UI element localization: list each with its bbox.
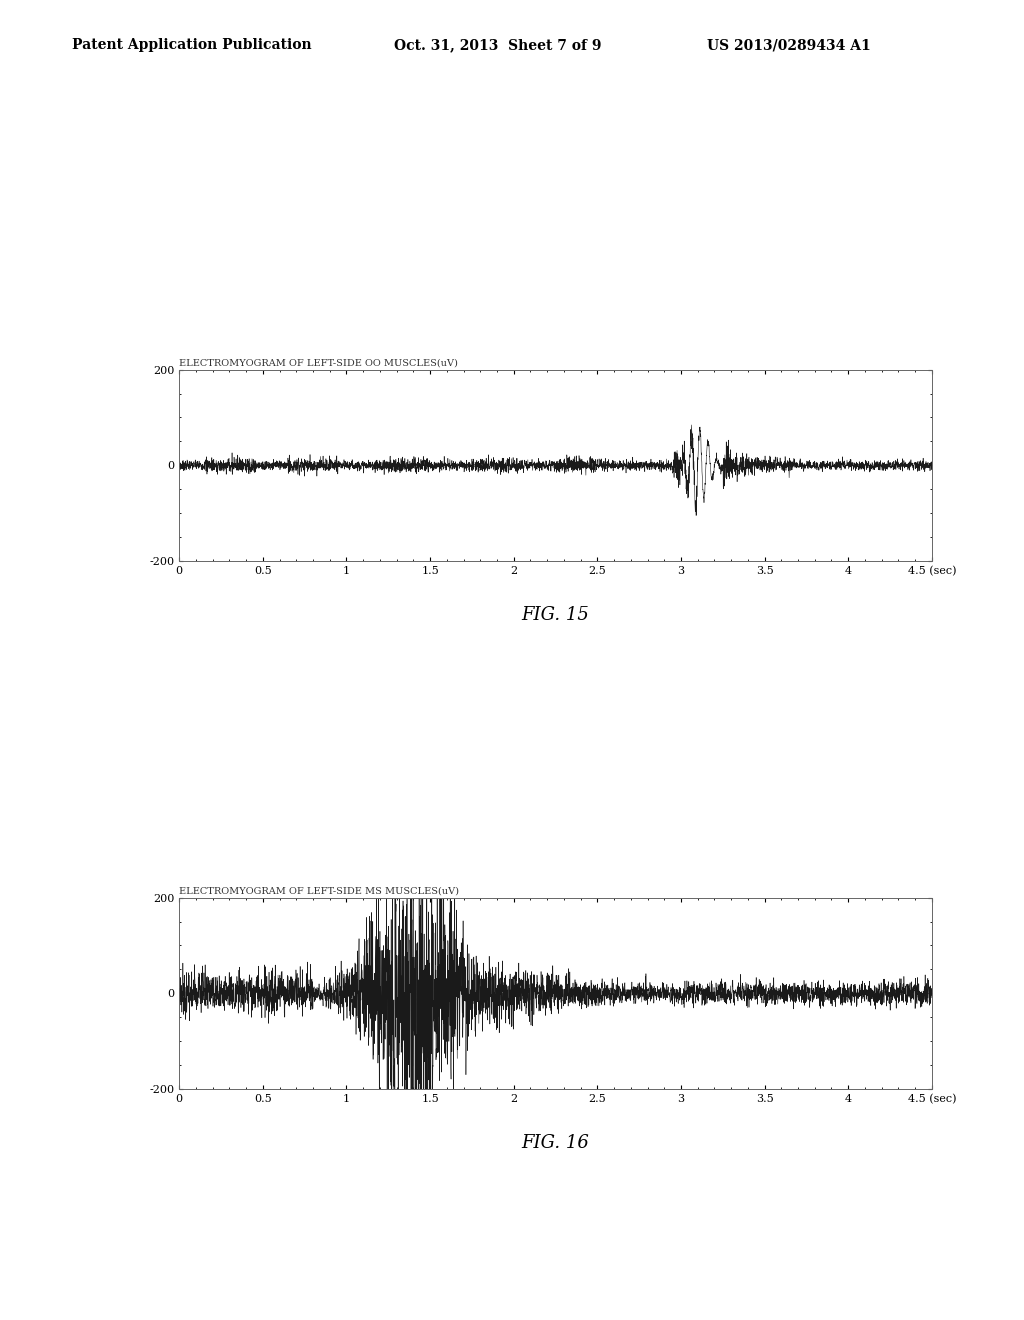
- Text: FIG. 16: FIG. 16: [521, 1134, 590, 1152]
- Text: US 2013/0289434 A1: US 2013/0289434 A1: [707, 38, 870, 53]
- Text: Oct. 31, 2013  Sheet 7 of 9: Oct. 31, 2013 Sheet 7 of 9: [394, 38, 602, 53]
- Text: ELECTROMYOGRAM OF LEFT-SIDE MS MUSCLES(uV): ELECTROMYOGRAM OF LEFT-SIDE MS MUSCLES(u…: [179, 887, 459, 895]
- Text: FIG. 15: FIG. 15: [521, 606, 590, 624]
- Text: ELECTROMYOGRAM OF LEFT-SIDE OO MUSCLES(uV): ELECTROMYOGRAM OF LEFT-SIDE OO MUSCLES(u…: [179, 359, 458, 367]
- Text: Patent Application Publication: Patent Application Publication: [72, 38, 311, 53]
